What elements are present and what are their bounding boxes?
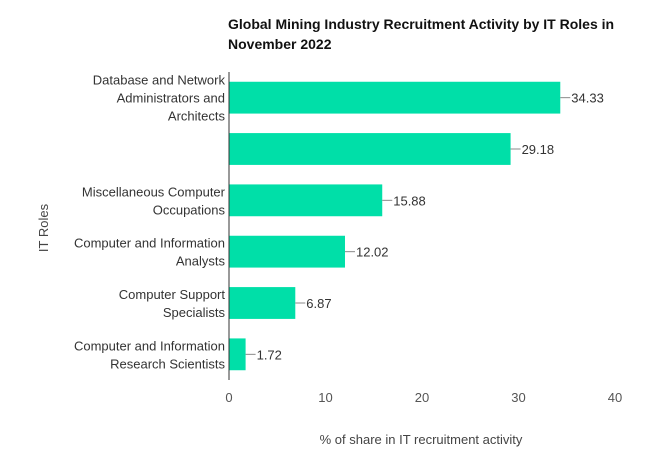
category-label: Analysts — [176, 254, 226, 269]
value-label: 6.87 — [306, 296, 331, 311]
x-tick-label: 20 — [415, 390, 429, 405]
bar — [229, 338, 246, 371]
category-label: Specialists — [163, 305, 226, 320]
category-label: Computer Support — [119, 287, 226, 302]
x-tick-label: 40 — [608, 390, 622, 405]
category-label: Miscellaneous Computer — [82, 184, 226, 199]
value-label: 15.88 — [393, 193, 426, 208]
x-ticks-group: 0 10 20 30 40 — [225, 390, 622, 405]
category-label: Computer and Information — [74, 236, 225, 251]
category-labels-group: Database and Network Administrators and Ar… — [74, 73, 226, 372]
value-label: 12.02 — [356, 245, 389, 260]
category-label: Occupations — [153, 202, 226, 217]
bar — [229, 133, 511, 165]
category-label: Computer and Information — [74, 338, 225, 353]
x-tick-label: 30 — [511, 390, 525, 405]
bar — [229, 81, 561, 114]
chart-title: Global Mining Industry Recruitment Activ… — [228, 16, 615, 52]
bar — [229, 235, 345, 268]
x-tick-label: 10 — [318, 390, 332, 405]
value-labels-group: 34.33 29.18 15.88 12.02 6.87 1.72 — [245, 91, 604, 362]
category-label: Administrators and — [117, 91, 225, 106]
value-label: 29.18 — [522, 142, 555, 157]
bar — [229, 184, 383, 217]
value-label: 34.33 — [571, 91, 604, 106]
value-label: 1.72 — [257, 347, 282, 362]
category-label: Database and Network — [93, 73, 226, 88]
x-tick-label: 0 — [225, 390, 232, 405]
bar — [229, 287, 296, 319]
bars-group — [229, 81, 561, 371]
category-label: Architects — [168, 109, 226, 124]
x-axis-title: % of share in IT recruitment activity — [320, 432, 523, 447]
category-label: Research Scientists — [110, 356, 225, 371]
y-axis-title: IT Roles — [36, 203, 51, 252]
